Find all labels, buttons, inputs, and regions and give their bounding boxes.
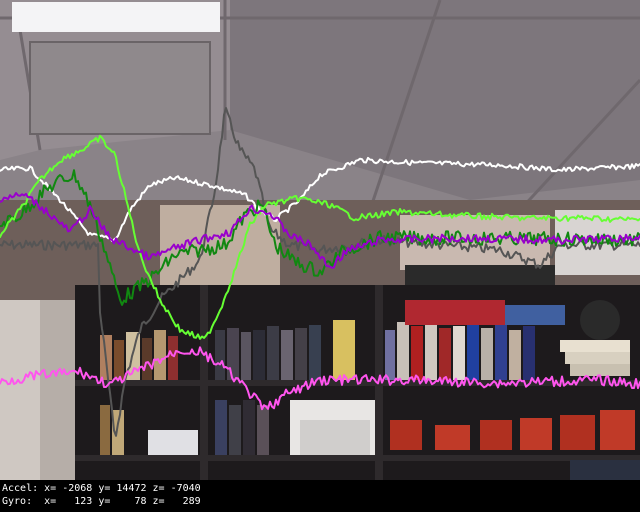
ceiling-grid-line <box>368 0 442 211</box>
speaker-icon <box>580 300 620 340</box>
wall-pillar-shade <box>40 300 75 480</box>
ceiling-vent <box>29 41 211 135</box>
books-icon <box>100 300 630 455</box>
purple-trace <box>0 192 640 269</box>
ceiling-light-icon <box>12 2 220 32</box>
gray-trace <box>0 107 640 437</box>
ceiling-tile-right <box>230 0 640 200</box>
gyro-readout: Gyro: x= 123 y= 78 z= 289 <box>2 496 201 507</box>
dark-green-trace <box>0 169 640 306</box>
magenta-trace <box>0 346 640 411</box>
shelf-divider <box>200 285 208 480</box>
white-trace <box>0 156 640 242</box>
sensor-plot <box>0 107 640 437</box>
accel-readout: Accel: x= -2068 y= 14472 z= -7040 <box>2 483 201 494</box>
storage-bins-icon <box>390 410 640 480</box>
sensor-readout-bar: Accel: x= -2068 y= 14472 z= -7040 Gyro: … <box>0 480 640 512</box>
bright-green-trace <box>0 134 640 340</box>
shelf-top-device <box>405 265 555 285</box>
shelf-board <box>75 455 640 461</box>
ceiling-grid-line <box>518 78 640 212</box>
